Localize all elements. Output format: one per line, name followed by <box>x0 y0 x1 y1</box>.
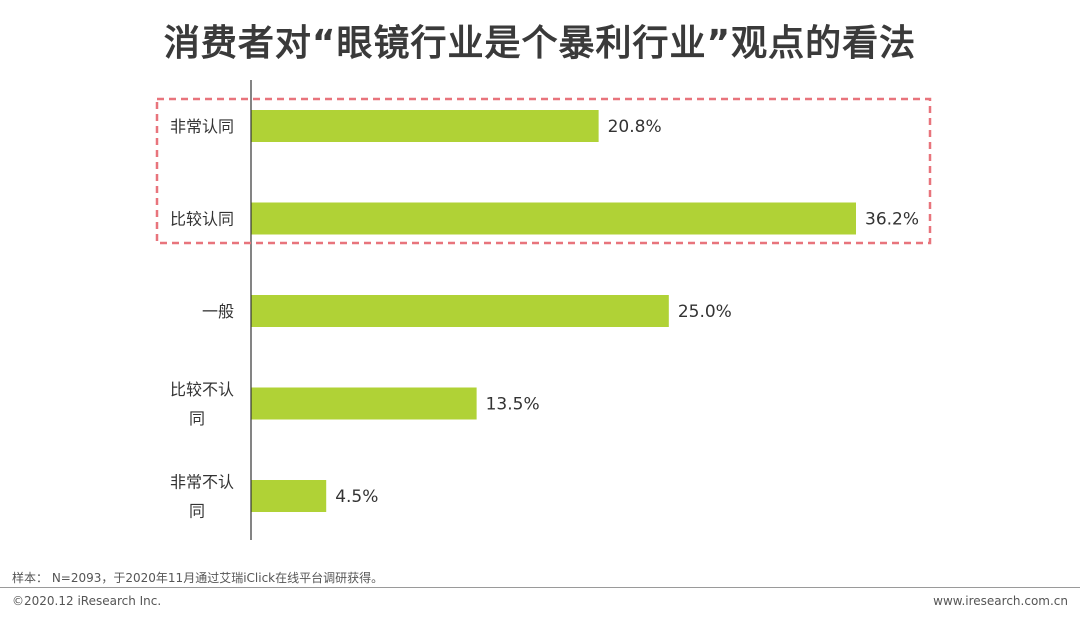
category-label: 非常认同 <box>170 117 234 136</box>
bar <box>251 202 856 235</box>
website-text: www.iresearch.com.cn <box>933 594 1068 608</box>
highlight-box <box>155 97 932 245</box>
bar <box>251 110 599 142</box>
category-label: 一般 <box>202 302 234 321</box>
chart-title: 消费者对“眼镜行业是个暴利行业”观点的看法 <box>163 23 917 64</box>
bar-value-label: 13.5% <box>486 395 540 415</box>
copyright-text: ©2020.12 iResearch Inc. <box>12 594 162 608</box>
category-label: 比较认同 <box>170 210 234 229</box>
sample-note: 样本： N=2093，于2020年11月通过艾瑞iClick在线平台调研获得。 <box>12 571 384 585</box>
bar-value-label: 20.8% <box>608 117 662 137</box>
bar <box>251 295 669 327</box>
bar <box>251 480 327 512</box>
bar <box>251 387 477 420</box>
category-label: 非常不认同 <box>170 473 234 521</box>
bar-value-label: 36.2% <box>865 210 919 230</box>
bar-value-label: 25.0% <box>678 302 732 322</box>
category-label: 比较不认同 <box>170 380 234 428</box>
footer-divider <box>0 587 1080 588</box>
bar-value-label: 4.5% <box>335 487 378 507</box>
bar-chart: 20.8% 非常认同 36.2% 比较认同 25.0% 一般 13.5% 比较不认同 4.5% 非… <box>155 80 932 540</box>
